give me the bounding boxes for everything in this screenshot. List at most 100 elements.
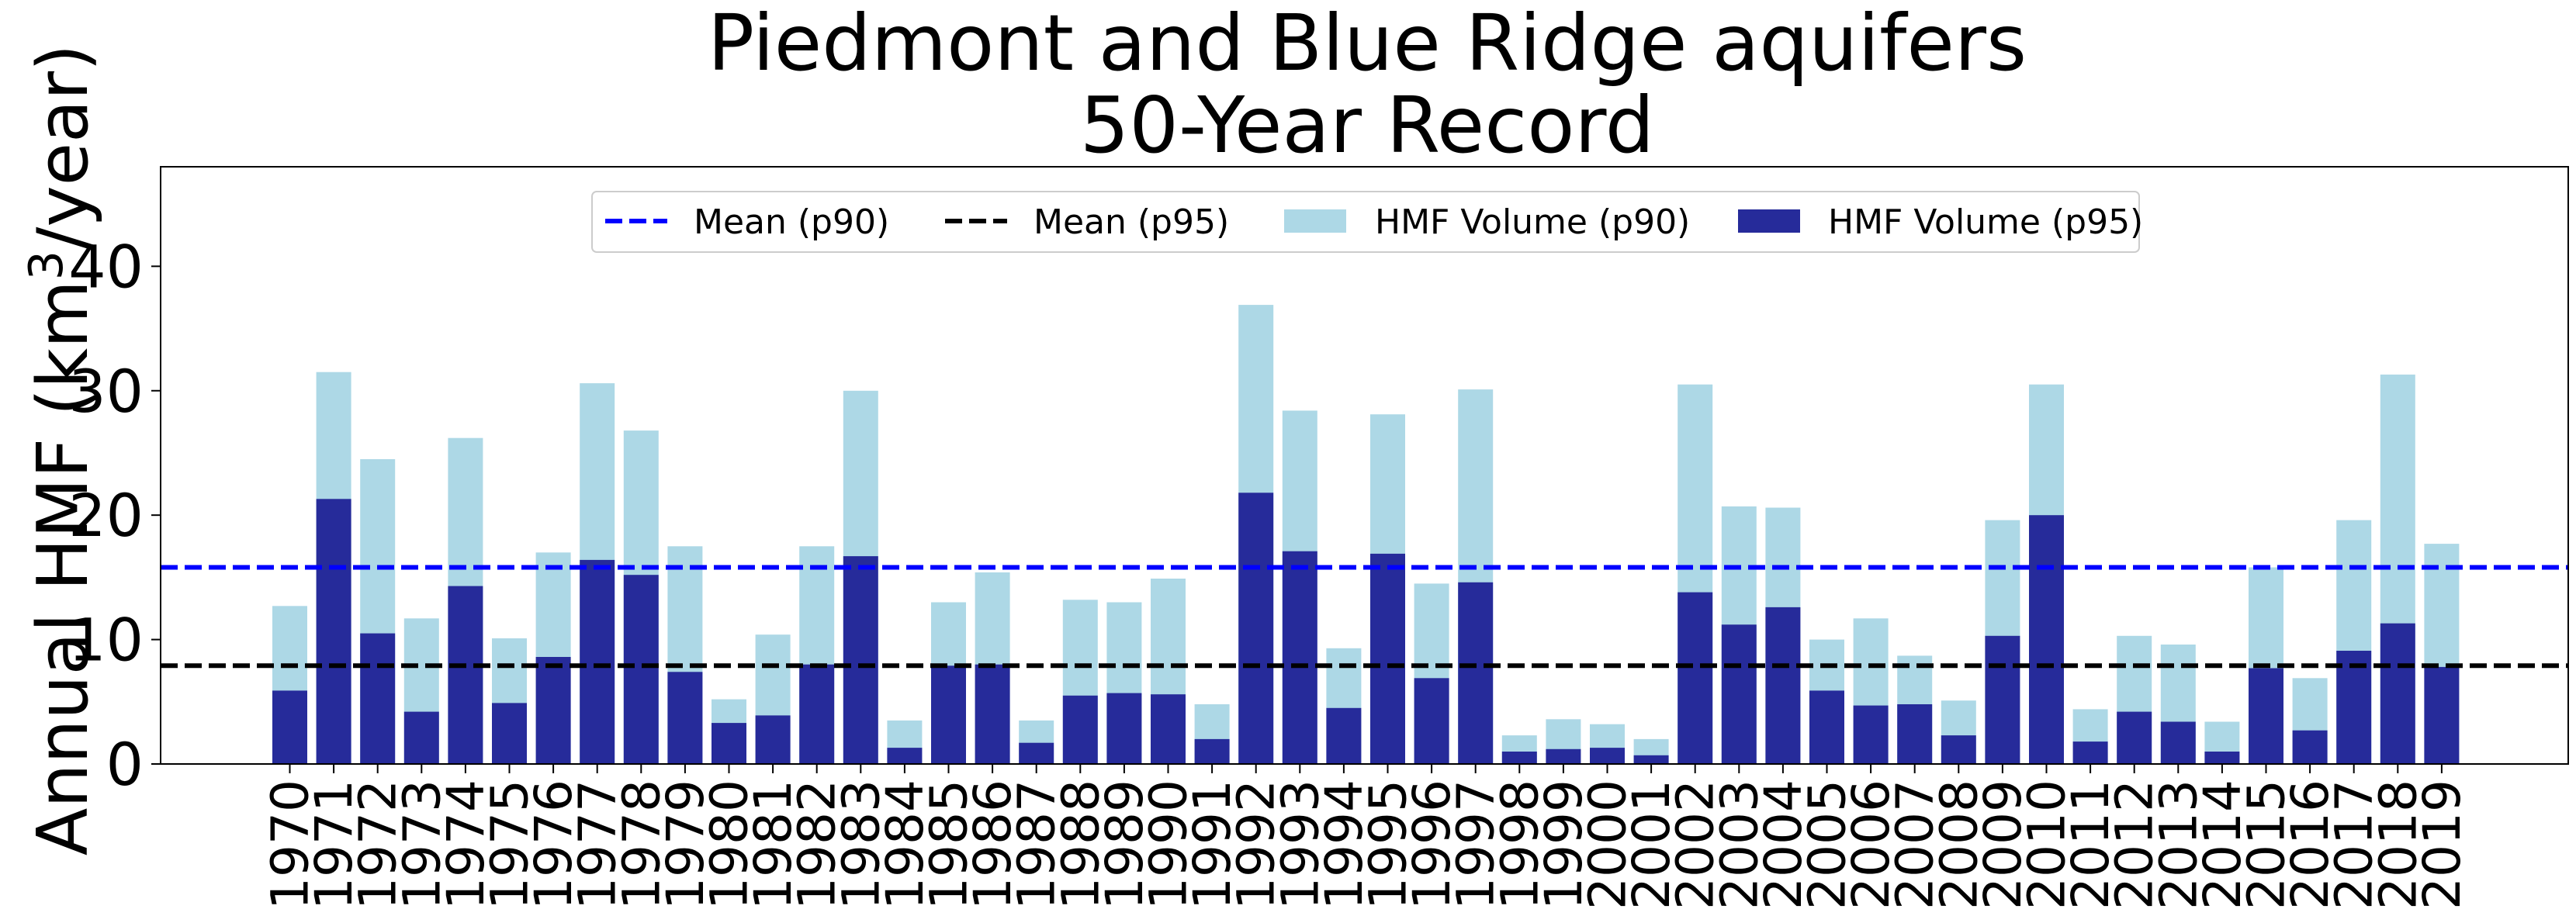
bar-p95-1983 — [843, 556, 878, 764]
legend: Mean (p90) Mean (p95) HMF Volume (p90) H… — [591, 191, 2143, 253]
bar-p95-2017 — [2336, 651, 2372, 764]
x-tick-label-2010: 2010 — [2017, 779, 2077, 910]
x-tick-label-1999: 1999 — [1534, 779, 1594, 910]
x-tick-label-1983: 1983 — [831, 779, 891, 910]
x-tick-label-2012: 2012 — [2105, 779, 2165, 910]
mean-lines — [161, 565, 2568, 669]
y-tick-label-0: 0 — [106, 730, 144, 799]
bar-p95-1970 — [272, 690, 307, 764]
bar-p95-2004 — [1765, 607, 1801, 764]
y-axis-ticks: 0 10 20 30 40 — [68, 232, 161, 799]
x-tick-label-2004: 2004 — [1754, 779, 1813, 910]
legend-label-mean-p90: Mean (p90) — [694, 202, 889, 242]
x-tick-label-1973: 1973 — [392, 779, 452, 910]
y-axis-label-suffix: /year) — [23, 44, 104, 251]
bar-p95-1995 — [1370, 553, 1405, 764]
bar-p95-1971 — [316, 499, 351, 764]
x-tick-label-1988: 1988 — [1051, 779, 1110, 910]
bar-p95-2018 — [2380, 623, 2415, 764]
bar-p95-1982 — [799, 664, 835, 764]
x-tick-label-2006: 2006 — [1841, 779, 1901, 910]
x-tick-label-1980: 1980 — [700, 779, 760, 910]
bar-p95-1974 — [448, 586, 483, 764]
y-tick-label-20: 20 — [68, 481, 144, 550]
bar-p95-2006 — [1853, 705, 1889, 764]
bar-p95-1985 — [931, 665, 966, 764]
bar-p95-2019 — [2424, 666, 2460, 764]
x-tick-label-2013: 2013 — [2148, 779, 2208, 910]
legend-label-p95: HMF Volume (p95) — [1828, 202, 2143, 242]
bar-p95-1987 — [1019, 742, 1054, 764]
bar-p95-1999 — [1546, 748, 1581, 765]
y-tick-label-40: 40 — [68, 232, 144, 301]
x-tick-label-1993: 1993 — [1270, 779, 1330, 910]
bar-p95-1998 — [1501, 752, 1537, 764]
bar-p95-2014 — [2204, 752, 2240, 764]
x-tick-label-2009: 2009 — [1973, 779, 2033, 910]
bar-p95-1993 — [1282, 551, 1317, 764]
x-tick-label-2008: 2008 — [1929, 779, 1989, 910]
x-tick-label-2014: 2014 — [2193, 779, 2252, 910]
x-tick-label-1974: 1974 — [436, 779, 496, 910]
x-tick-label-1976: 1976 — [524, 779, 583, 910]
bars-p95 — [272, 493, 2460, 765]
x-tick-label-1972: 1972 — [348, 779, 408, 910]
bar-p95-1975 — [492, 703, 527, 764]
x-tick-label-1984: 1984 — [875, 779, 935, 910]
bar-p95-1976 — [535, 657, 571, 764]
bar-p95-1990 — [1151, 694, 1186, 764]
x-tick-label-1992: 1992 — [1227, 779, 1286, 910]
bar-p95-2001 — [1633, 755, 1669, 764]
x-tick-label-1989: 1989 — [1095, 779, 1155, 910]
legend-box — [591, 191, 2140, 253]
legend-label-mean-p95: Mean (p95) — [1034, 202, 1229, 242]
chart-title-line1: Piedmont and Blue Ridge aquifers — [708, 0, 2027, 88]
x-tick-label-1977: 1977 — [568, 779, 628, 910]
bar-p95-2010 — [2029, 515, 2064, 764]
x-tick-label-1982: 1982 — [788, 779, 847, 910]
x-tick-label-1970: 1970 — [261, 779, 320, 910]
legend-swatch-p90 — [1284, 209, 1346, 233]
x-tick-label-2005: 2005 — [1798, 779, 1858, 910]
x-tick-label-2019: 2019 — [2412, 779, 2472, 910]
bar-p95-1991 — [1194, 738, 1230, 764]
bar-p95-2012 — [2117, 711, 2152, 764]
legend-label-p90: HMF Volume (p90) — [1375, 202, 1690, 242]
bar-p95-2003 — [1721, 624, 1757, 764]
bar-p95-2008 — [1941, 735, 1976, 764]
x-tick-label-1995: 1995 — [1359, 779, 1418, 910]
y-tick-label-30: 30 — [68, 357, 144, 426]
x-tick-label-2011: 2011 — [2061, 779, 2121, 910]
bar-p95-1972 — [360, 633, 396, 764]
y-tick-label-10: 10 — [68, 606, 144, 675]
legend-swatch-p95 — [1738, 209, 1800, 233]
x-tick-label-2015: 2015 — [2237, 779, 2297, 910]
plot-frame — [160, 166, 2569, 765]
x-tick-label-2000: 2000 — [1578, 779, 1638, 910]
bar-p95-2007 — [1897, 704, 1933, 764]
bar-p95-1979 — [667, 672, 703, 764]
bar-p95-2002 — [1678, 592, 1713, 764]
bar-p95-2016 — [2292, 730, 2328, 764]
x-tick-label-1971: 1971 — [304, 779, 364, 910]
bar-p95-1984 — [887, 748, 923, 764]
x-tick-label-2001: 2001 — [1622, 779, 1681, 910]
y-axis-label: Annual HMF (km3/year) — [19, 44, 104, 856]
y-axis-label-prefix: Annual HMF (km — [23, 280, 104, 856]
bar-p95-2000 — [1590, 748, 1625, 764]
bar-p95-2011 — [2072, 741, 2108, 764]
bar-p95-1977 — [580, 559, 615, 764]
x-axis-ticks: 1970197119721973197419751976197719781979… — [261, 764, 2472, 910]
x-tick-label-1997: 1997 — [1446, 779, 1506, 910]
y-axis-label-sup: 3 — [19, 251, 74, 280]
x-tick-label-1996: 1996 — [1402, 779, 1462, 910]
bar-p95-1992 — [1238, 493, 1274, 764]
x-tick-label-1994: 1994 — [1314, 779, 1374, 910]
x-tick-label-1987: 1987 — [1007, 779, 1067, 910]
bar-p95-1978 — [623, 575, 659, 764]
x-tick-label-1998: 1998 — [1490, 779, 1549, 910]
x-tick-label-1990: 1990 — [1139, 779, 1199, 910]
bar-p95-1994 — [1326, 707, 1362, 764]
bar-p95-1997 — [1458, 582, 1494, 764]
x-tick-label-1985: 1985 — [919, 779, 979, 910]
